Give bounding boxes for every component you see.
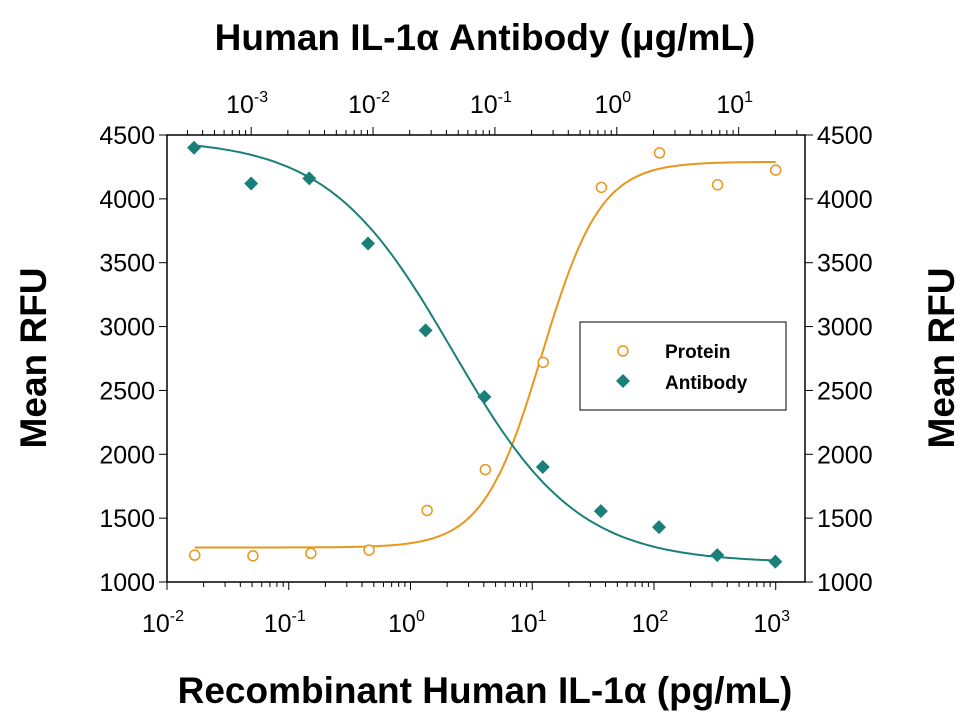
legend-box: [579, 321, 787, 411]
y-tick-label: 1000: [99, 569, 155, 597]
y-tick-label: 1500: [99, 505, 155, 533]
x-axis-label: Recombinant Human IL-1α (pg/mL): [178, 670, 793, 711]
y-axis-label: Mean RFU: [13, 268, 54, 449]
data-point-protein: [711, 179, 724, 191]
y-tick-label-right: 1500: [817, 505, 873, 533]
plot-frame: [166, 134, 806, 583]
y-tick-label-right: 2500: [817, 377, 873, 405]
y-tick-label-right: 2000: [817, 441, 873, 469]
top-tick-label: 10-2: [348, 89, 390, 119]
bottom-tick-label: 103: [753, 608, 790, 638]
fit-curve-protein: [194, 161, 776, 549]
data-point-antibody: [418, 323, 433, 338]
y-tick-label: 2000: [99, 441, 155, 469]
data-point-antibody: [187, 140, 202, 155]
bottom-tick-label: 101: [510, 608, 547, 638]
top-tick-label: 10-1: [470, 89, 512, 119]
bottom-tick-label: 10-2: [142, 608, 184, 638]
y-tick-label: 3500: [99, 250, 155, 278]
data-point-protein: [653, 147, 666, 159]
top-tick-label: 101: [716, 89, 753, 119]
y-tick-label-right: 3000: [817, 314, 873, 342]
y-tick-label-right: 3500: [817, 250, 873, 278]
fit-curve-antibody: [193, 144, 776, 562]
data-point-antibody: [302, 171, 317, 186]
data-point-protein: [479, 463, 492, 476]
data-point-antibody: [535, 460, 550, 475]
y-axis-label-right: Mean RFU: [921, 268, 962, 449]
y-tick-label: 3000: [99, 314, 155, 342]
data-point-protein: [537, 356, 549, 369]
data-point-protein: [769, 164, 782, 176]
legend-protein-label: Protein: [665, 342, 730, 363]
data-point-antibody: [710, 548, 725, 563]
data-point-antibody: [652, 520, 667, 535]
y-tick-label: 2500: [99, 377, 155, 405]
y-tick-label-right: 4000: [817, 186, 873, 214]
legend: Protein Antibody: [579, 321, 787, 411]
legend-protein-marker: [617, 345, 629, 357]
data-point-antibody: [768, 554, 783, 569]
y-tick-label-right: 4500: [817, 122, 873, 150]
legend-antibody-label: Antibody: [665, 373, 748, 394]
data-point-protein: [421, 504, 433, 517]
data-point-protein: [363, 544, 375, 556]
bottom-tick-label: 10-1: [264, 608, 306, 638]
data-point-antibody: [244, 176, 259, 191]
top-tick-label: 100: [594, 89, 631, 119]
data-point-antibody: [593, 504, 608, 519]
bottom-tick-label: 102: [632, 608, 669, 638]
y-tick-label: 4000: [99, 186, 155, 214]
data-point-antibody: [361, 236, 376, 251]
legend-antibody-marker: [616, 374, 630, 388]
data-point-protein: [305, 547, 317, 560]
data-point-antibody: [477, 389, 492, 404]
data-point-protein: [188, 549, 201, 561]
y-tick-label-right: 1000: [817, 569, 873, 597]
y-tick-label: 4500: [99, 122, 155, 150]
bottom-tick-label: 100: [388, 608, 425, 638]
data-point-protein: [247, 550, 259, 562]
data-point-protein: [595, 181, 608, 194]
chart-title: Human IL-1α Antibody (μg/mL): [215, 17, 756, 58]
top-tick-label: 10-3: [226, 89, 268, 119]
